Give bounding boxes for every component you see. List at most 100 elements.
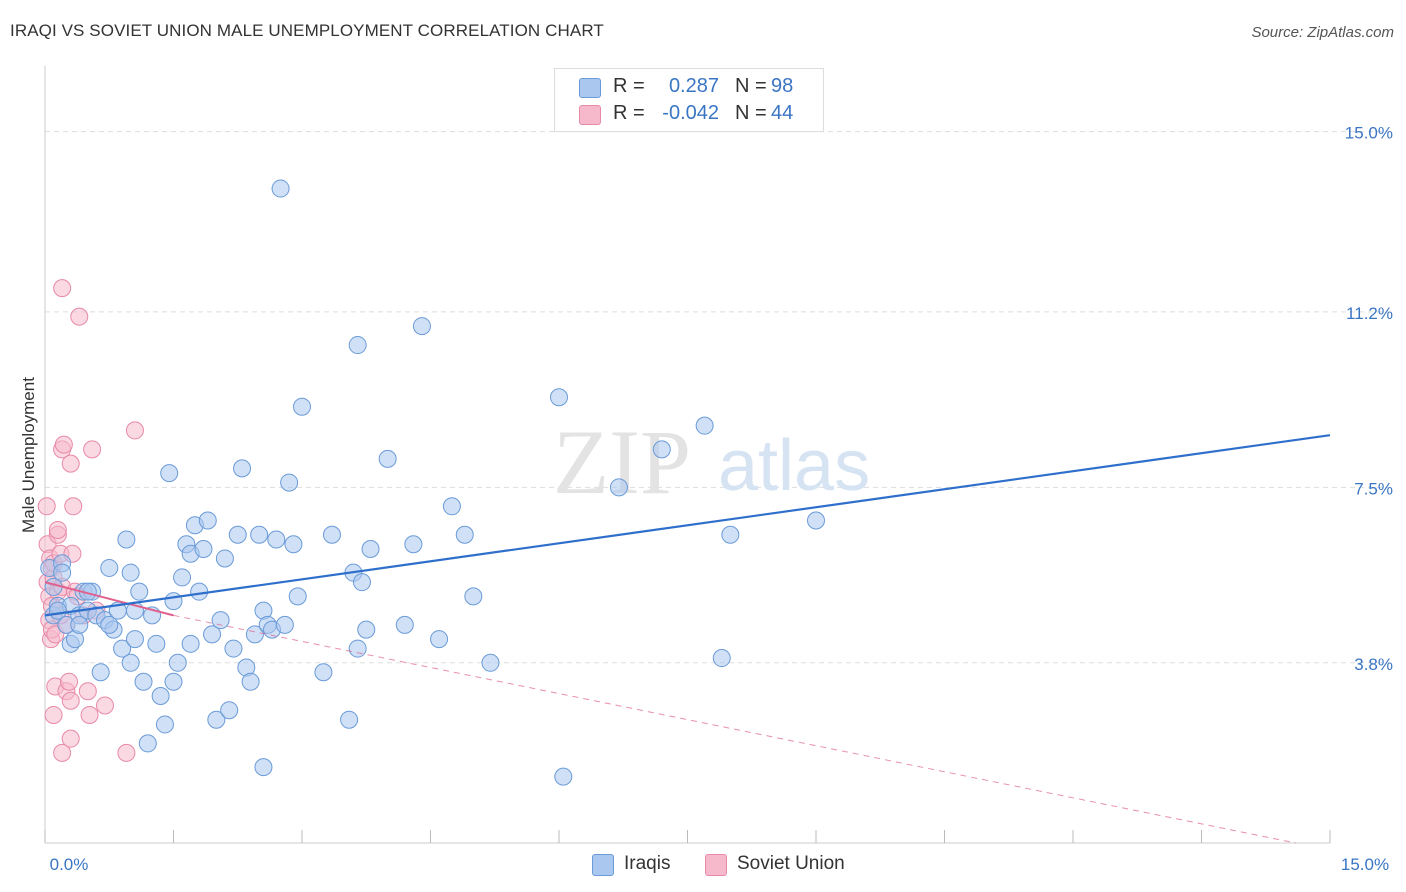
iraqis-point (138, 734, 157, 753)
iraqis-point (113, 639, 132, 658)
iraqis-point (340, 710, 359, 729)
iraqis-point (284, 535, 303, 554)
soviet-union-point (44, 705, 63, 724)
soviet-union-point (83, 440, 102, 459)
n-value: 98 (771, 75, 794, 97)
iraqis-point (198, 511, 217, 530)
y-axis-label: Male Unemployment (19, 377, 38, 533)
soviet-union-point (125, 421, 144, 440)
iraqis-point (53, 563, 72, 582)
y-tick-label: 7.5% (1354, 479, 1393, 498)
iraqis-point (173, 568, 192, 587)
watermark-atlas: atlas (718, 426, 870, 506)
iraqis-point (91, 663, 110, 682)
soviet-union-point (64, 497, 83, 516)
soviet-union-point (78, 682, 97, 701)
n-value: 44 (771, 102, 794, 124)
iraqis-point (203, 625, 222, 644)
n-label: N = (735, 75, 767, 97)
iraqis-point (181, 634, 200, 653)
soviet-union-point (59, 672, 78, 691)
iraqis-point (652, 440, 671, 459)
gridlines (45, 131, 1395, 664)
x-tick-label: 0.0% (50, 855, 89, 874)
iraqis-point (271, 179, 290, 198)
soviet-union-point (54, 435, 73, 454)
iraqis-point (190, 582, 209, 601)
watermark-zip: ZIP (553, 411, 691, 513)
soviet-legend-swatch (705, 854, 727, 876)
iraqis-point (404, 535, 423, 554)
soviet-union-point (80, 705, 99, 724)
y-tick-label: 3.8% (1354, 655, 1393, 674)
iraqis-point (220, 701, 239, 720)
soviet-union-point (117, 743, 136, 762)
iraqis-point (100, 558, 119, 577)
iraqis-point (267, 530, 286, 549)
source-label: Source: ZipAtlas.com (1251, 24, 1394, 41)
soviet-union-point (53, 743, 72, 762)
iraqis-point (442, 497, 461, 516)
iraqis-point (348, 639, 367, 658)
iraqis-point (194, 539, 213, 558)
stats-row-iraqis: R = 0.287 N = 98 (555, 75, 823, 101)
soviet-union-point (95, 696, 114, 715)
soviet-union-trend-line (44, 581, 174, 617)
iraqis-point (121, 653, 140, 672)
iraqis-point (481, 653, 500, 672)
iraqis-point (168, 653, 187, 672)
iraqis-point (233, 459, 252, 478)
y-tick-label: 11.2% (1346, 304, 1393, 323)
iraqis-point (70, 615, 89, 634)
x-tick-labels: 0.0% 15.0% (50, 855, 1389, 874)
iraqis-point (348, 336, 367, 355)
iraqis-point (721, 525, 740, 544)
soviet-union-point (37, 497, 56, 516)
chart-title: IRAQI VS SOVIET UNION MALE UNEMPLOYMENT … (10, 21, 604, 40)
iraqis-point (224, 639, 243, 658)
iraqis-point (430, 630, 449, 649)
iraqis-point (378, 449, 397, 468)
iraqis-point (712, 649, 731, 668)
soviet-union-point (61, 454, 80, 473)
iraqis-point (275, 615, 294, 634)
n-label: N = (735, 102, 767, 124)
iraqis-point (464, 587, 483, 606)
iraqis-swatch (579, 78, 601, 98)
iraqis-point (215, 549, 234, 568)
soviet-legend-label: Soviet Union (737, 853, 845, 874)
iraqis-point (245, 625, 264, 644)
iraqis-point (117, 530, 136, 549)
iraqis-point (134, 672, 153, 691)
soviet-union-trend-extended (173, 614, 1296, 844)
iraqis-point (361, 539, 380, 558)
iraqis-trend-line (44, 434, 1331, 617)
r-label: R = (613, 75, 645, 97)
iraqis-point (395, 615, 414, 634)
iraqis-point (241, 672, 260, 691)
iraqis-point (352, 573, 371, 592)
soviet-union-point (53, 279, 72, 298)
stats-row-soviet: R = -0.042 N = 44 (555, 102, 823, 128)
soviet-union-points (37, 279, 144, 762)
iraqis-point (125, 630, 144, 649)
r-value: 0.287 (668, 75, 719, 97)
iraqis-point (807, 511, 825, 530)
y-tick-labels: 3.8% 7.5% 11.2% 15.0% (1345, 124, 1393, 674)
r-label: R = (613, 102, 645, 124)
iraqis-point (48, 601, 67, 620)
iraqis-point (357, 620, 376, 639)
iraqis-point (254, 758, 273, 777)
iraqis-legend-label: Iraqis (624, 853, 671, 874)
iraqis-point (164, 672, 183, 691)
iraqis-point (293, 397, 311, 416)
soviet-union-point (48, 521, 67, 540)
iraqis-point (288, 587, 307, 606)
iraqis-point (147, 634, 166, 653)
iraqis-point (130, 582, 149, 601)
x-tick-label: 15.0% (1341, 855, 1389, 874)
iraqis-point (412, 317, 431, 336)
iraqis-point (609, 478, 628, 497)
iraqis-point (322, 525, 341, 544)
